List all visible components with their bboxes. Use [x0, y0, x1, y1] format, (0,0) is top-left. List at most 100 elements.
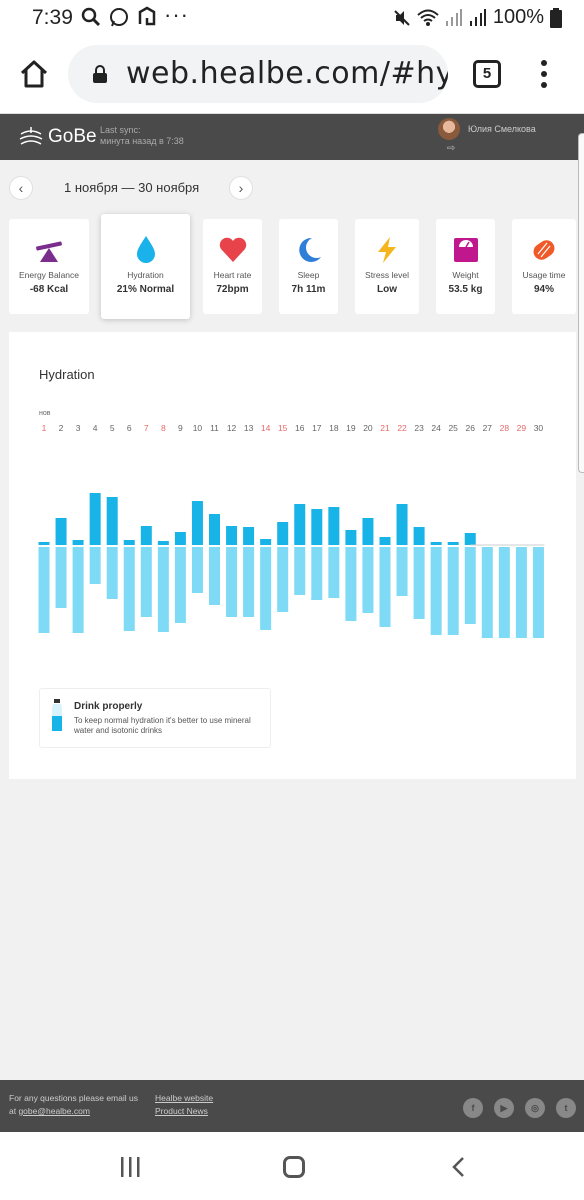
- hydration-bar-positive[interactable]: [226, 526, 238, 545]
- hydration-bar-negative[interactable]: [447, 547, 459, 635]
- url-text: web.healbe.com/#hydrat: [126, 56, 448, 91]
- hydration-bar-negative[interactable]: [55, 547, 67, 608]
- next-period-button[interactable]: ›: [229, 176, 253, 200]
- hydration-bar-negative[interactable]: [515, 547, 527, 638]
- hydration-bar-negative[interactable]: [191, 547, 203, 593]
- hydration-bar-negative[interactable]: [362, 547, 374, 613]
- hydration-bar-positive[interactable]: [447, 542, 459, 545]
- hydration-bar-positive[interactable]: [243, 527, 255, 545]
- hydration-bar-positive[interactable]: [191, 501, 203, 545]
- browser-menu-button[interactable]: [536, 60, 552, 92]
- hydration-bar-negative[interactable]: [532, 547, 544, 638]
- hydration-bar-negative[interactable]: [38, 547, 50, 633]
- hydration-bar-negative[interactable]: [294, 547, 306, 595]
- logout-icon[interactable]: ⇨: [447, 143, 456, 154]
- hydration-bar-negative[interactable]: [209, 547, 220, 605]
- app-logo-text[interactable]: GoBe: [48, 126, 97, 147]
- card-energy-balance[interactable]: Energy Balance -68 Kcal: [9, 219, 89, 314]
- hydration-bar-positive[interactable]: [430, 542, 442, 545]
- hydration-bar-negative[interactable]: [498, 547, 510, 638]
- hydration-bar-positive[interactable]: [55, 518, 67, 545]
- hydration-bar-positive[interactable]: [362, 518, 374, 545]
- hydration-bar-negative[interactable]: [481, 547, 493, 638]
- youtube-icon[interactable]: ▶: [494, 1098, 514, 1118]
- hydration-bar-positive[interactable]: [157, 541, 169, 545]
- recent-apps-icon[interactable]: [119, 1157, 141, 1177]
- instagram-icon[interactable]: ◎: [525, 1098, 545, 1118]
- back-icon[interactable]: [450, 1156, 466, 1178]
- hydration-bar-negative[interactable]: [396, 547, 408, 596]
- hydration-bar-negative[interactable]: [243, 547, 255, 617]
- hydration-bar-positive[interactable]: [106, 497, 118, 545]
- hydration-bar-positive[interactable]: [277, 522, 289, 545]
- user-name[interactable]: Юлия Смелкова: [468, 124, 536, 134]
- card-weight[interactable]: Weight 53.5 kg: [436, 219, 495, 314]
- hydration-bar-negative[interactable]: [89, 547, 101, 584]
- hydration-bar-negative[interactable]: [174, 547, 186, 623]
- home-button-icon[interactable]: [283, 1156, 305, 1178]
- hydration-bar-positive[interactable]: [89, 493, 101, 545]
- day-tick-label: 16: [295, 423, 305, 433]
- hydration-bar-negative[interactable]: [72, 547, 84, 633]
- sync-label: Last sync:: [100, 125, 141, 135]
- hydration-bar-positive[interactable]: [328, 507, 340, 545]
- hydration-bar-positive[interactable]: [294, 504, 306, 545]
- hydration-bar-positive[interactable]: [174, 532, 186, 545]
- hydration-bar-negative[interactable]: [413, 547, 425, 619]
- facebook-icon[interactable]: f: [463, 1098, 483, 1118]
- card-hydration[interactable]: Hydration 21% Normal: [101, 214, 190, 319]
- hydration-bar-negative[interactable]: [260, 547, 272, 630]
- address-bar[interactable]: web.healbe.com/#hydrat: [68, 45, 448, 103]
- hydration-bar-negative[interactable]: [311, 547, 323, 600]
- hydration-bar-negative[interactable]: [328, 547, 340, 598]
- hydration-bar-positive[interactable]: [140, 526, 152, 545]
- battery-percent: 100%: [492, 6, 544, 28]
- hydration-bar-positive[interactable]: [72, 540, 84, 545]
- hydration-bar-positive[interactable]: [379, 537, 391, 545]
- card-heart-rate[interactable]: Heart rate 72bpm: [203, 219, 262, 314]
- card-sleep[interactable]: Sleep 7h 11m: [279, 219, 338, 314]
- hydration-bar-negative[interactable]: [123, 547, 135, 631]
- day-tick-label: 17: [312, 423, 322, 433]
- signal-icon-2: [469, 8, 486, 26]
- social-links: f ▶ ◎ t: [463, 1098, 576, 1118]
- hydration-bar-positive[interactable]: [38, 542, 50, 545]
- home-icon[interactable]: [18, 58, 50, 90]
- hydration-bar-negative[interactable]: [430, 547, 442, 635]
- hydration-bar-positive[interactable]: [345, 530, 357, 545]
- hydration-bar-positive[interactable]: [396, 504, 408, 545]
- hydration-bar-positive[interactable]: [123, 540, 135, 545]
- battery-icon: [550, 7, 562, 28]
- card-stress-level[interactable]: Stress level Low: [355, 219, 419, 314]
- product-news-link[interactable]: Product News: [155, 1106, 208, 1116]
- footer-email-link[interactable]: gobe@healbe.com: [18, 1106, 90, 1116]
- twitter-icon[interactable]: t: [556, 1098, 576, 1118]
- hydration-bar-negative[interactable]: [277, 547, 289, 612]
- hydration-bar-negative[interactable]: [379, 547, 391, 627]
- prev-period-button[interactable]: ‹: [9, 176, 33, 200]
- hydration-bar-positive[interactable]: [311, 509, 323, 545]
- hydration-bar-negative[interactable]: [345, 547, 357, 621]
- page-scrollbar[interactable]: [578, 133, 584, 473]
- lock-icon: [93, 65, 107, 83]
- card-usage-time[interactable]: Usage time 94%: [512, 219, 576, 314]
- tab-switcher-button[interactable]: 5: [473, 60, 501, 88]
- avatar[interactable]: [438, 118, 460, 140]
- date-range: 1 ноября — 30 ноября: [64, 180, 200, 195]
- hydration-bar-positive[interactable]: [413, 527, 425, 545]
- healbe-website-link[interactable]: Healbe website: [155, 1093, 214, 1103]
- hydration-bar-negative[interactable]: [140, 547, 152, 617]
- hydration-bar-negative[interactable]: [157, 547, 169, 632]
- hydration-bar-negative[interactable]: [226, 547, 238, 617]
- hydration-bar-positive[interactable]: [209, 514, 220, 545]
- footer-at: at: [9, 1106, 19, 1116]
- hydration-bar-positive[interactable]: [260, 539, 272, 545]
- day-tick-label: 20: [363, 423, 373, 433]
- drink-tip-card: Drink properly To keep normal hydration …: [39, 688, 271, 748]
- hydration-bar-negative[interactable]: [106, 547, 118, 599]
- status-bar: 7:39 ··· 100%: [0, 0, 584, 36]
- hydration-bar-positive[interactable]: [464, 533, 476, 545]
- chart-title: Hydration: [39, 367, 95, 382]
- card-label: Weight: [452, 270, 479, 280]
- hydration-bar-negative[interactable]: [464, 547, 476, 624]
